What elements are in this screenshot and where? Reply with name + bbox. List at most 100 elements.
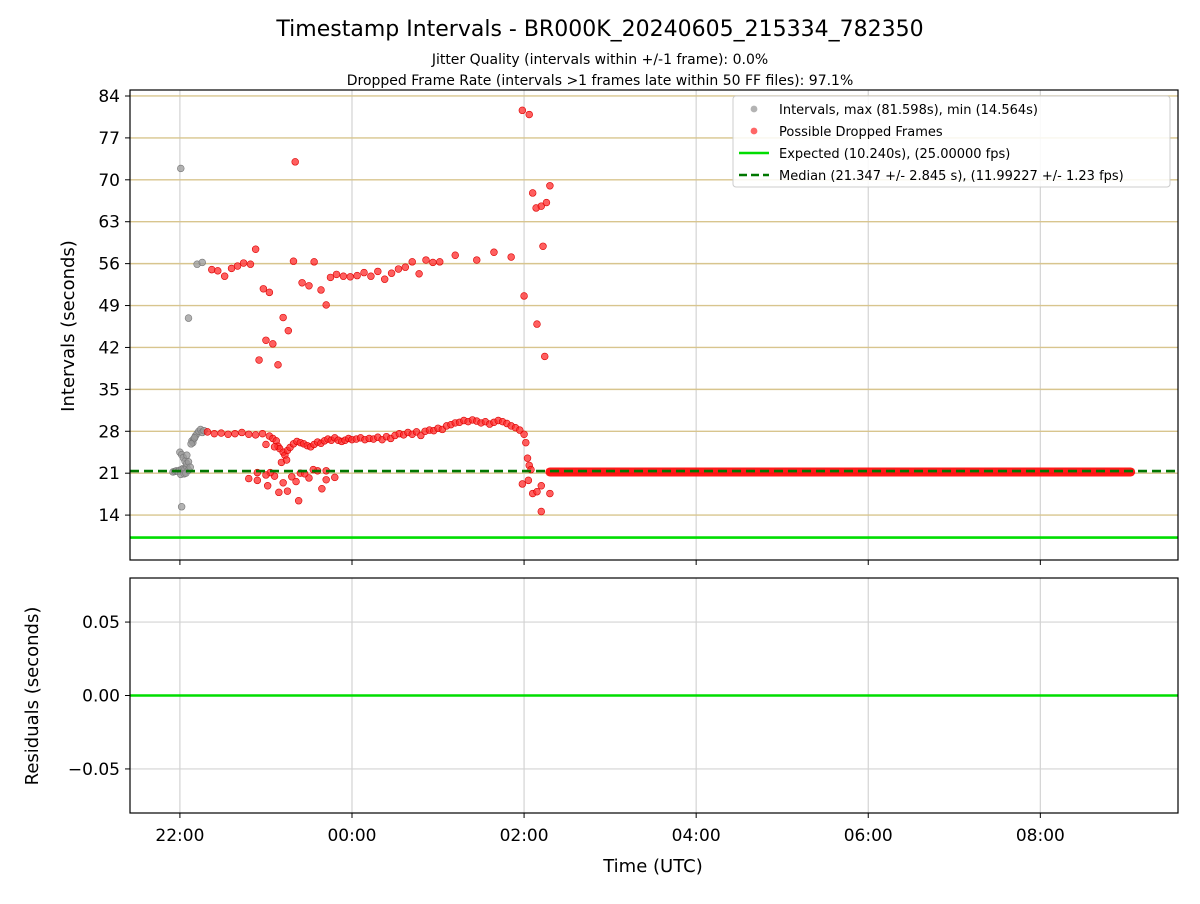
bottom-panel: 22:00 00:00 02:00 04:00 06:00 08:00 0.05 0.00 −0…	[68, 577, 1179, 846]
dropped-frame-point-109	[533, 488, 541, 496]
dropped-frame-point-126	[310, 258, 318, 266]
dropped-frame-point-112	[537, 507, 545, 516]
dropped-frame-point-90	[245, 474, 253, 483]
bottom-x-tick-label-0: 22:00	[155, 826, 204, 846]
dropped-frame-point-93	[279, 479, 287, 487]
dropped-frame-point-83	[282, 456, 291, 464]
dropped-frame-point-80	[262, 440, 270, 449]
x-axis-label: Time (UTC)	[602, 856, 703, 877]
dropped-frame-point-115	[220, 272, 229, 280]
dropped-frame-point-97	[262, 471, 270, 479]
dropped-frame-point-162	[537, 202, 545, 210]
bottom-y-tick-label-0: 0.05	[82, 613, 120, 633]
interval-point-31	[187, 440, 195, 448]
dropped-frame-point-152	[262, 336, 270, 344]
chart-subtitle-dropped: Dropped Frame Rate (intervals >1 frames …	[347, 73, 854, 89]
top-y-tick-label-4: 42	[98, 338, 120, 358]
dropped-frame-point-6	[245, 430, 253, 438]
dropped-frame-point-5	[238, 428, 246, 437]
dropped-frame-point-118	[239, 259, 248, 267]
dropped-frame-point-139	[394, 265, 403, 273]
legend-label-0: Intervals, max (81.598s), min (14.564s)	[779, 103, 1038, 118]
dropped-frame-point-142	[415, 270, 423, 278]
dropped-frame-point-138	[387, 269, 396, 277]
dropped-frame-point-160	[528, 189, 537, 197]
dropped-frame-point-133	[353, 271, 361, 280]
dropped-frame-point-149	[507, 253, 515, 261]
legend-label-2: Expected (10.240s), (25.00000 fps)	[779, 147, 1010, 162]
dropped-frame-point-81	[270, 443, 279, 451]
interval-point-34	[184, 314, 193, 322]
top-panel: 14 21 28 35 42 49 56 63 70 77 84 Intervals, max (81…	[98, 87, 1179, 565]
dropped-frame-point-155	[279, 313, 287, 322]
bottom-x-tick-label-4: 06:00	[844, 826, 893, 846]
dropped-frame-point-135	[367, 272, 375, 280]
dropped-frame-point-99	[283, 487, 292, 495]
dropped-frame-point-140	[401, 263, 410, 271]
top-plot-area	[130, 106, 1178, 539]
interval-point-32	[177, 164, 185, 173]
dropped-frame-point-2	[217, 429, 225, 437]
top-y-axis-label: Intervals (seconds)	[58, 240, 79, 412]
top-y-tick-label-2: 28	[98, 422, 120, 442]
dropped-frame-point-153	[269, 340, 277, 348]
chart-subtitle-jitter: Jitter Quality (intervals within +/-1 fr…	[431, 52, 768, 68]
dropped-frame-point-141	[408, 258, 416, 266]
dropped-frame-point-76	[522, 438, 530, 447]
dropped-frame-point-154	[274, 361, 282, 369]
interval-point-18	[183, 451, 191, 459]
dropped-frame-point-127	[317, 286, 325, 294]
top-y-tick-label-5: 49	[98, 297, 120, 317]
legend-label-1: Possible Dropped Frames	[779, 125, 943, 140]
dropped-frame-point-130	[332, 270, 341, 279]
dropped-frame-point-147	[473, 256, 481, 264]
bottom-x-tick-label-5: 08:00	[1016, 826, 1065, 846]
bottom-y-axis-label: Residuals (seconds)	[22, 607, 43, 786]
dropped-frame-point-146	[451, 251, 459, 259]
dropped-frame-point-132	[346, 273, 354, 281]
bottom-x-tick-label-2: 02:00	[500, 826, 549, 846]
dropped-frame-point-156	[284, 326, 293, 335]
dropped-frame-point-77	[523, 454, 532, 462]
bottom-x-tick-label-1: 00:00	[327, 826, 376, 846]
top-y-tick-label-9: 77	[98, 129, 120, 149]
dropped-frame-point-75	[520, 430, 528, 438]
dropped-frame-point-111	[546, 489, 554, 498]
interval-point-30	[190, 434, 199, 442]
dropped-frame-point-143	[422, 256, 430, 264]
top-y-tick-label-0: 14	[98, 506, 120, 526]
legend-label-3: Median (21.347 +/- 2.845 s), (11.99227 +…	[779, 169, 1124, 184]
dropped-frame-point-120	[251, 245, 260, 253]
legend-marker-0	[750, 105, 758, 113]
dropped-frame-point-167	[541, 352, 549, 361]
dropped-frame-point-4	[231, 429, 239, 438]
dropped-frame-point-113	[208, 265, 216, 274]
dropped-frame-point-110	[537, 482, 545, 490]
interval-point-20	[186, 463, 194, 471]
dropped-frame-point-84	[288, 473, 296, 481]
dropped-frame-point-134	[360, 268, 368, 277]
dropped-frame-point-150	[520, 292, 528, 300]
dropped-frame-point-137	[380, 275, 389, 283]
top-y-tick-label-8: 70	[98, 171, 120, 191]
dropped-frame-point-103	[318, 485, 326, 493]
dropped-frame-point-3	[224, 430, 232, 438]
top-y-tick-label-3: 35	[98, 380, 120, 400]
legend: Intervals, max (81.598s), min (14.564s) P…	[732, 95, 1171, 188]
legend-marker-1	[750, 127, 758, 135]
dropped-frame-point-129	[326, 273, 335, 282]
top-y-tick-label-6: 56	[98, 255, 120, 275]
top-y-tick-label-7: 63	[98, 213, 120, 233]
dropped-frame-point-163	[542, 198, 551, 207]
dropped-frame-point-107	[524, 476, 533, 485]
dropped-frame-point-1	[210, 429, 219, 438]
dropped-frame-point-7	[251, 431, 260, 439]
dropped-frame-point-125	[305, 282, 313, 290]
dropped-frame-point-123	[289, 257, 298, 265]
dropped-frame-point-117	[233, 262, 242, 270]
bottom-x-tick-label-3: 04:00	[672, 826, 721, 846]
dropped-frame-point-89	[331, 473, 339, 482]
dropped-frame-point-159	[525, 110, 533, 119]
